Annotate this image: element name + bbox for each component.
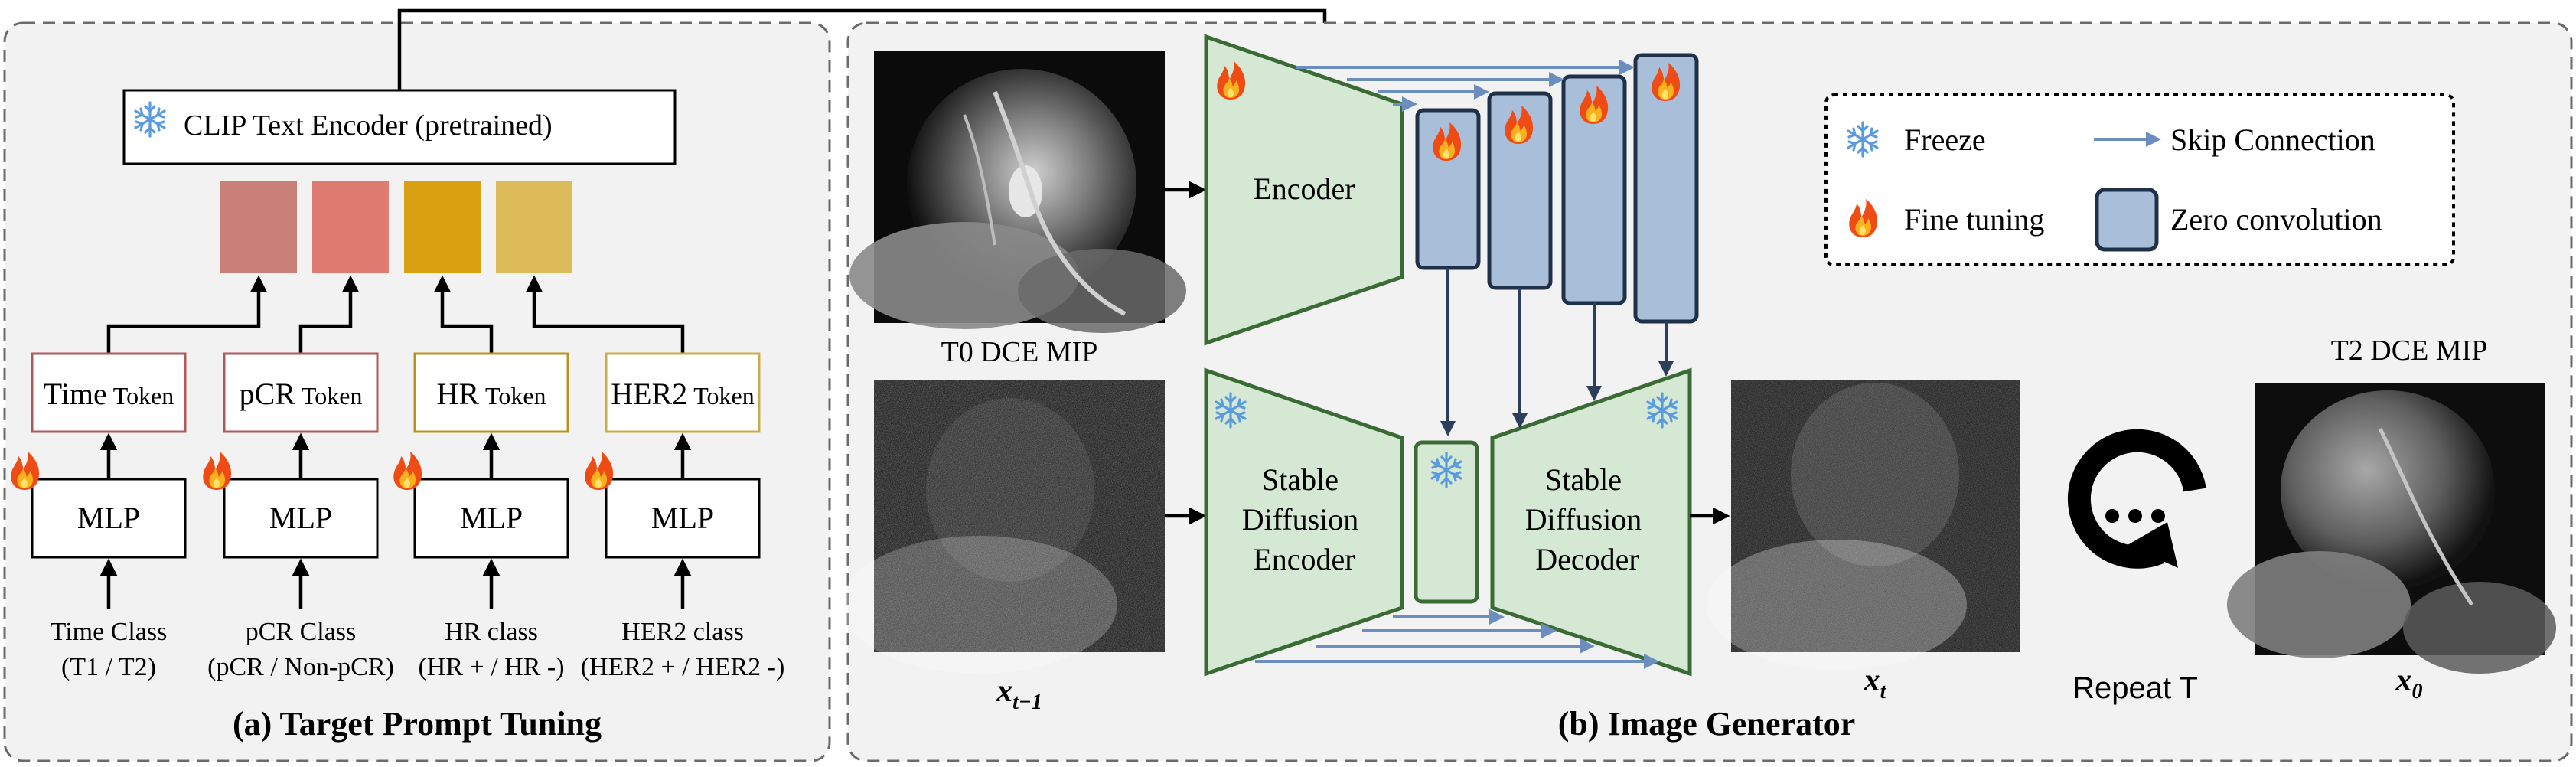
token-box	[31, 352, 187, 433]
panel-a-columns: Time Token MLP Time Class (T1 / T2) pCR Token M…	[11, 181, 784, 681]
class-label: Time Class	[51, 618, 168, 646]
legend-freeze-label: Freeze	[1904, 122, 1986, 157]
panel-a-caption: (a) Target Prompt Tuning	[233, 705, 602, 743]
class-options: (HER2 + / HER2 -)	[581, 653, 785, 681]
t0-dce-mip-image	[849, 51, 1186, 333]
skip-connections-bottom	[1255, 609, 1659, 669]
token-to-embedding-arrow	[525, 275, 685, 354]
token-embedding-swatch	[496, 181, 572, 273]
token-embedding-swatch	[312, 181, 389, 273]
noisy-image-x-t	[1707, 380, 2020, 670]
sd-decoder-block	[1490, 367, 1692, 677]
token-to-embedding-arrow	[433, 275, 494, 354]
encoder-label: Encoder	[1253, 171, 1355, 206]
t2-label: T2 DCE MIP	[2331, 335, 2488, 367]
token-label: Time Token	[44, 377, 174, 411]
clip-text-encoder-label: CLIP Text Encoder (pretrained)	[184, 109, 553, 142]
class-label: HR class	[445, 618, 538, 646]
middle-block	[1414, 440, 1479, 604]
mlp-label: MLP	[460, 501, 523, 535]
prompt-column: Time Token MLP Time Class (T1 / T2)	[11, 181, 297, 681]
mlp-label: MLP	[77, 501, 140, 535]
skip-connections-top	[1296, 60, 1635, 112]
mlp-label: MLP	[651, 501, 714, 535]
repeat-icon	[2067, 429, 2206, 569]
x-t-label: xt	[1864, 663, 1887, 703]
mlp-box	[605, 478, 761, 559]
zero-conv-block	[1415, 108, 1481, 270]
token-label: HR Token	[436, 377, 546, 411]
panel-b-caption: (b) Image Generator	[1558, 705, 1856, 743]
token-embedding-swatch	[220, 181, 297, 273]
encoder-block	[1204, 34, 1404, 346]
zero-conv-legend-swatch	[2095, 188, 2159, 252]
sd-encoder-block	[1204, 367, 1404, 677]
sd-encoder-label: Stable Diffusion Encoder	[1242, 462, 1367, 576]
mlp-box	[223, 478, 379, 559]
mlp-box	[413, 478, 569, 559]
class-label: pCR Class	[246, 618, 357, 646]
token-embedding-swatch	[404, 181, 481, 273]
repeat-label: Repeat T	[2072, 671, 2198, 705]
t2-dce-mip-image	[2227, 383, 2556, 674]
legend-frame	[1824, 93, 2455, 266]
mlp-box	[31, 478, 187, 559]
class-label: HER2 class	[621, 618, 744, 646]
prompt-column: HR Token MLP HR class (HR + / HR -)	[393, 181, 569, 681]
x-prev-label: xt−1	[996, 674, 1042, 714]
prompt-column: HER2 Token MLP HER2 class (HER2 + / HER2 -)	[496, 181, 784, 681]
token-label: HER2 Token	[611, 377, 755, 411]
x0-label: x0	[2395, 663, 2423, 703]
token-box	[223, 352, 379, 433]
token-box	[605, 352, 761, 433]
legend-skip-label: Skip Connection	[2170, 122, 2375, 157]
legend-finetune-label: Fine tuning	[1904, 202, 2044, 237]
class-options: (pCR / Non-pCR)	[207, 653, 394, 681]
legend-zeroconv-label: Zero convolution	[2170, 202, 2382, 237]
t0-label: T0 DCE MIP	[941, 336, 1098, 368]
zero-conv-down-arrows	[1440, 268, 1674, 436]
prompt-column: pCR Token MLP pCR Class (pCR / Non-pCR)	[203, 181, 394, 681]
legend: Freeze Skip Connection Fine tuning Zero …	[1824, 93, 2455, 266]
token-to-embedding-arrow	[106, 275, 268, 354]
class-options: (HR + / HR -)	[418, 653, 564, 681]
zero-conv-blocks	[1415, 53, 1699, 324]
token-label: pCR Token	[240, 377, 363, 411]
sd-decoder-label: Stable Diffusion Decoder	[1525, 462, 1650, 576]
mlp-label: MLP	[269, 501, 332, 535]
token-box	[413, 352, 569, 433]
clip-text-encoder-box	[122, 89, 677, 165]
class-options: (T1 / T2)	[61, 653, 156, 681]
noisy-image-x-prev	[842, 380, 1165, 674]
token-to-embedding-arrow	[298, 275, 360, 354]
